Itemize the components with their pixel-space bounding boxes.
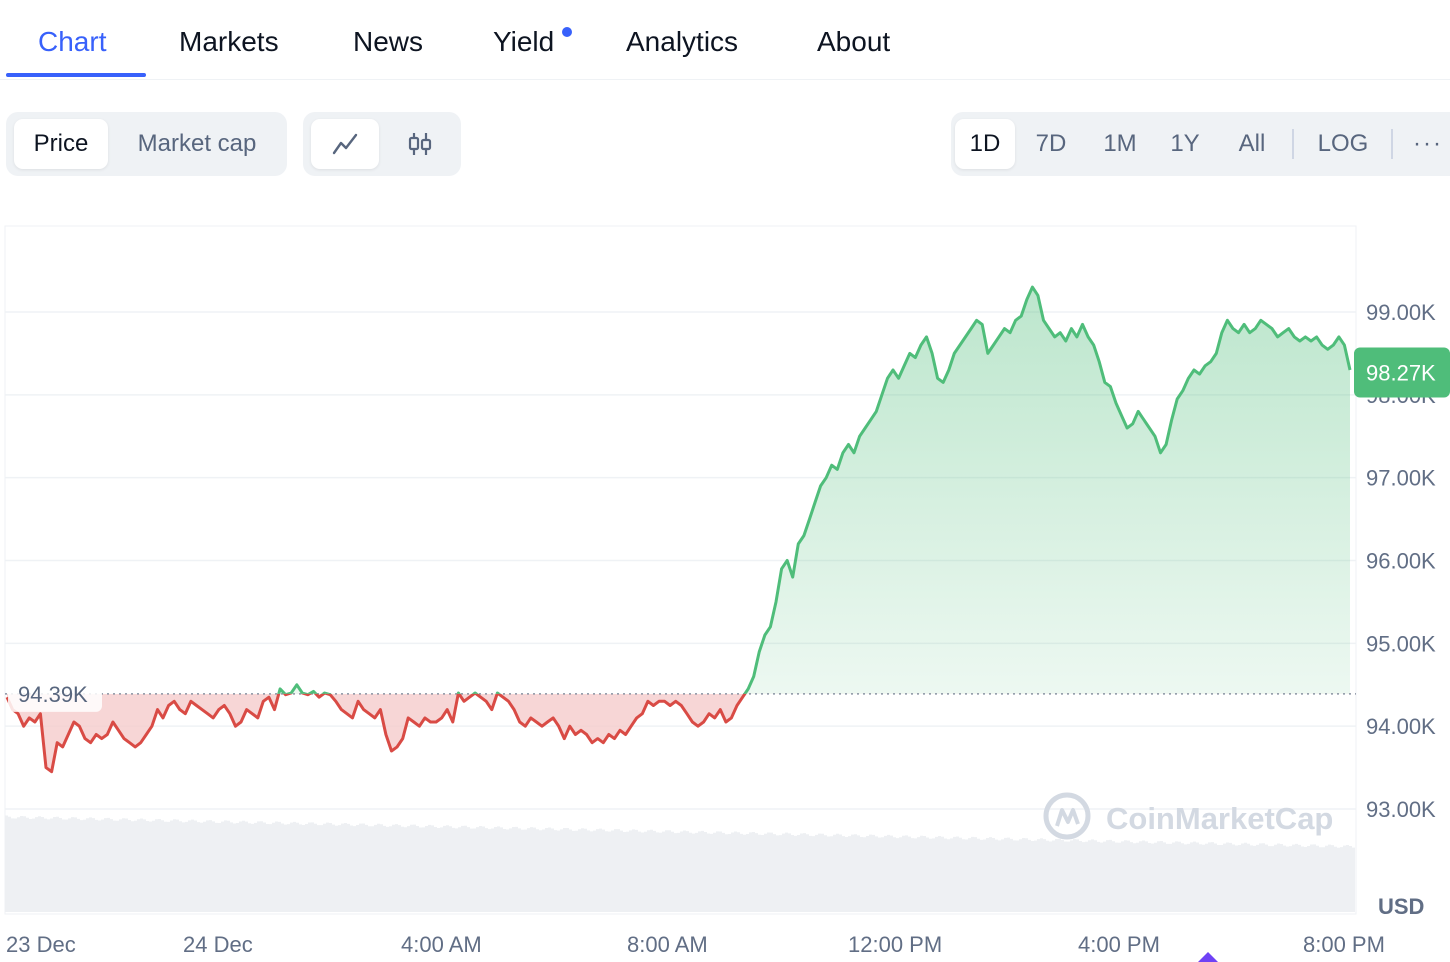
market-cap-button[interactable]: Market cap bbox=[137, 130, 257, 157]
y-axis: 99.00K98.00K97.00K96.00K95.00K94.00K93.0… bbox=[1366, 300, 1436, 822]
tab-analytics[interactable]: Analytics bbox=[626, 26, 739, 57]
volume-bar bbox=[5, 815, 1355, 912]
line-chart-icon bbox=[332, 133, 358, 155]
toolbar-divider bbox=[1391, 129, 1393, 159]
svg-text:94.39K: 94.39K bbox=[18, 682, 88, 707]
tab-yield[interactable]: Yield bbox=[493, 26, 555, 57]
log-scale-button[interactable]: LOG bbox=[1317, 130, 1369, 157]
y-tick-label: 95.00K bbox=[1366, 631, 1436, 656]
range-1y-button[interactable]: 1Y bbox=[1170, 130, 1200, 157]
x-tick-label: 8:00 AM bbox=[627, 932, 708, 957]
area-fill-above-baseline bbox=[278, 287, 1350, 694]
x-tick-label: 4:00 PM bbox=[1078, 932, 1160, 957]
price-line-above-baseline bbox=[277, 285, 1352, 694]
x-tick-label: 23 Dec bbox=[6, 932, 76, 957]
y-tick-label: 99.00K bbox=[1366, 300, 1436, 325]
chart-type-toggle bbox=[303, 112, 461, 176]
volume-bars bbox=[5, 815, 1355, 912]
main-tabs: Chart Markets News Yield Analytics About bbox=[0, 0, 1450, 80]
y-tick-label: 96.00K bbox=[1366, 549, 1436, 574]
tab-news[interactable]: News bbox=[353, 26, 424, 57]
x-tick-label: 24 Dec bbox=[183, 932, 253, 957]
tab-about[interactable]: About bbox=[817, 26, 891, 57]
range-7d-button[interactable]: 7D bbox=[1035, 130, 1067, 157]
active-tab-underline bbox=[6, 73, 146, 77]
price-line-below-baseline bbox=[5, 693, 747, 774]
area-fill-below-baseline bbox=[7, 693, 1350, 772]
y-tick-label: 94.00K bbox=[1366, 714, 1436, 739]
currency-unit-label: USD bbox=[1378, 894, 1424, 919]
x-tick-label: 8:00 PM bbox=[1303, 932, 1385, 957]
x-tick-label: 4:00 AM bbox=[401, 932, 482, 957]
new-indicator-dot bbox=[562, 27, 572, 37]
baseline-label: 94.39K bbox=[8, 675, 102, 712]
watermark-logo-icon bbox=[1043, 792, 1091, 840]
x-axis: 23 Dec 24 Dec 4:00 AM 8:00 AM 12:00 PM 4:00 P… bbox=[6, 932, 1385, 957]
tab-chart[interactable]: Chart bbox=[38, 26, 107, 57]
event-marker-icon[interactable] bbox=[1198, 952, 1218, 962]
tab-markets[interactable]: Markets bbox=[179, 26, 279, 57]
svg-text:98.27K: 98.27K bbox=[1366, 360, 1436, 385]
y-tick-label: 93.00K bbox=[1366, 797, 1436, 822]
more-options-button[interactable]: ··· bbox=[1413, 130, 1443, 157]
current-price-badge: 98.27K bbox=[1354, 347, 1450, 398]
line-chart-button[interactable] bbox=[311, 119, 379, 169]
y-tick-label: 97.00K bbox=[1366, 466, 1436, 491]
range-1d-button[interactable]: 1D bbox=[955, 119, 1015, 169]
range-1m-button[interactable]: 1M bbox=[1103, 130, 1137, 157]
range-all-button[interactable]: All bbox=[1238, 130, 1266, 157]
watermark-text: CoinMarketCap bbox=[1106, 801, 1333, 836]
price-button[interactable]: Price bbox=[14, 119, 108, 169]
time-range-toggle: 1D 7D 1M 1Y All LOG ··· bbox=[951, 112, 1450, 176]
candlestick-chart-button[interactable] bbox=[387, 119, 453, 169]
x-tick-label: 12:00 PM bbox=[848, 932, 942, 957]
candlestick-icon bbox=[408, 133, 432, 155]
metric-toggle: Price Market cap bbox=[6, 112, 287, 176]
toolbar-divider bbox=[1292, 129, 1294, 159]
